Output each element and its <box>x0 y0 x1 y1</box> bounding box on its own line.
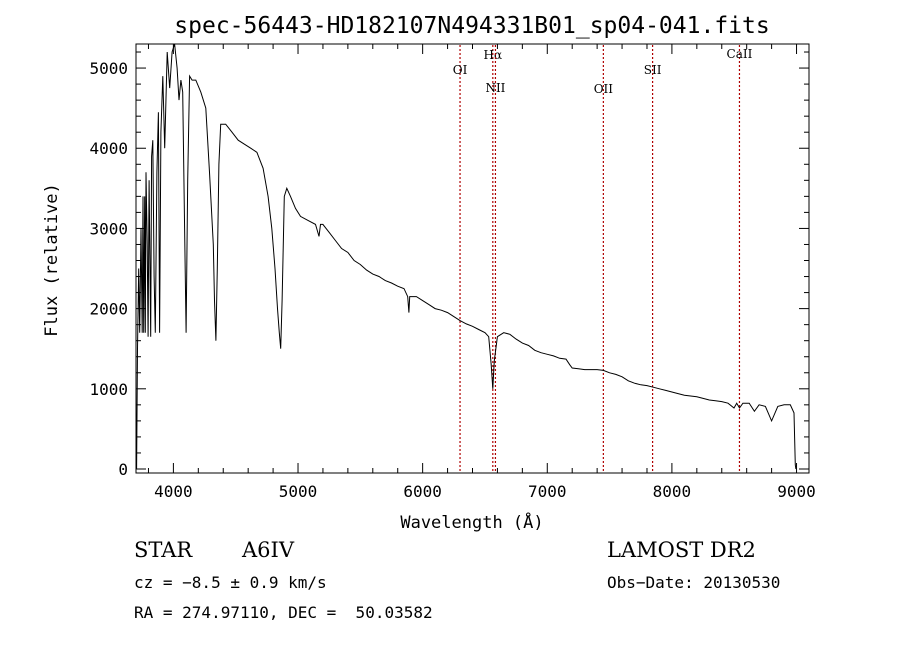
spectral-line-label: Hα <box>484 48 503 62</box>
spectral-line-markers: OI Hα NII OII SII CaII <box>453 45 753 472</box>
spectrum-line <box>136 43 797 470</box>
y-tick-label: 4000 <box>89 139 128 158</box>
y-tick-label: 5000 <box>89 59 128 78</box>
spectral-class: A6IV <box>242 538 294 562</box>
spectral-line-label: CaII <box>727 47 753 61</box>
survey-name: LAMOST DR2 <box>607 538 756 562</box>
x-tick-label: 9000 <box>777 482 816 501</box>
y-tick-label: 1000 <box>89 380 128 399</box>
x-tick-label: 8000 <box>653 482 692 501</box>
chart-title: spec-56443-HD182107N494331B01_sp04-041.f… <box>174 13 769 39</box>
coordinates: RA = 274.97110, DEC = 50.03582 <box>134 603 433 622</box>
observation-date: Obs−Date: 20130530 <box>607 573 781 592</box>
x-tick-label: 4000 <box>154 482 193 501</box>
spectral-line-label: OII <box>594 82 614 96</box>
redshift-value: cz = −8.5 ± 0.9 km/s <box>134 573 327 592</box>
spectral-line-label: NII <box>485 81 505 95</box>
spectral-line-label: OI <box>453 63 468 77</box>
y-tick-label: 0 <box>118 460 128 479</box>
x-tick-label: 5000 <box>279 482 318 501</box>
y-tick-label: 3000 <box>89 219 128 238</box>
x-tick-label: 7000 <box>528 482 567 501</box>
spectral-line-label: SII <box>644 63 662 77</box>
axis-ticks: 4000 5000 6000 7000 8000 9000 0 1000 2000 3000 400… <box>89 44 816 501</box>
plot-frame <box>135 43 810 474</box>
y-axis-label: Flux (relative) <box>42 183 62 337</box>
object-type: STAR <box>134 538 193 562</box>
x-tick-label: 6000 <box>403 482 442 501</box>
x-axis-label: Wavelength (Å) <box>400 511 543 533</box>
y-tick-label: 2000 <box>89 300 128 319</box>
